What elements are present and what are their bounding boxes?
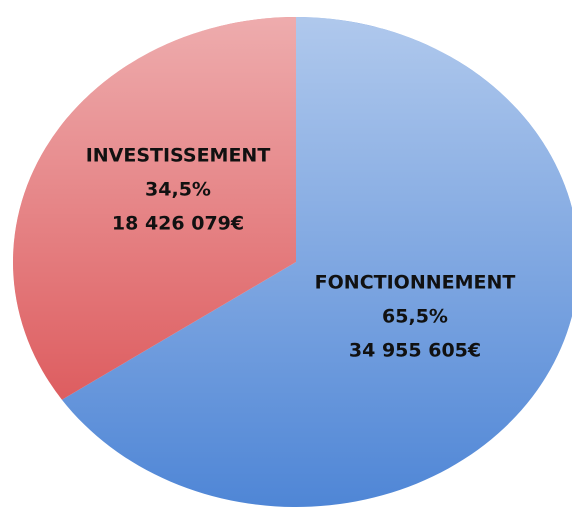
slice-percent: 34,5% bbox=[145, 179, 211, 201]
slice-amount: 18 426 079€ bbox=[112, 213, 244, 235]
slice-amount: 34 955 605€ bbox=[349, 340, 481, 362]
slice-label: FONCTIONNEMENT bbox=[315, 272, 516, 294]
shine-overlay bbox=[13, 17, 572, 507]
slice-percent: 65,5% bbox=[382, 306, 448, 328]
slice-label: INVESTISSEMENT bbox=[86, 145, 271, 167]
